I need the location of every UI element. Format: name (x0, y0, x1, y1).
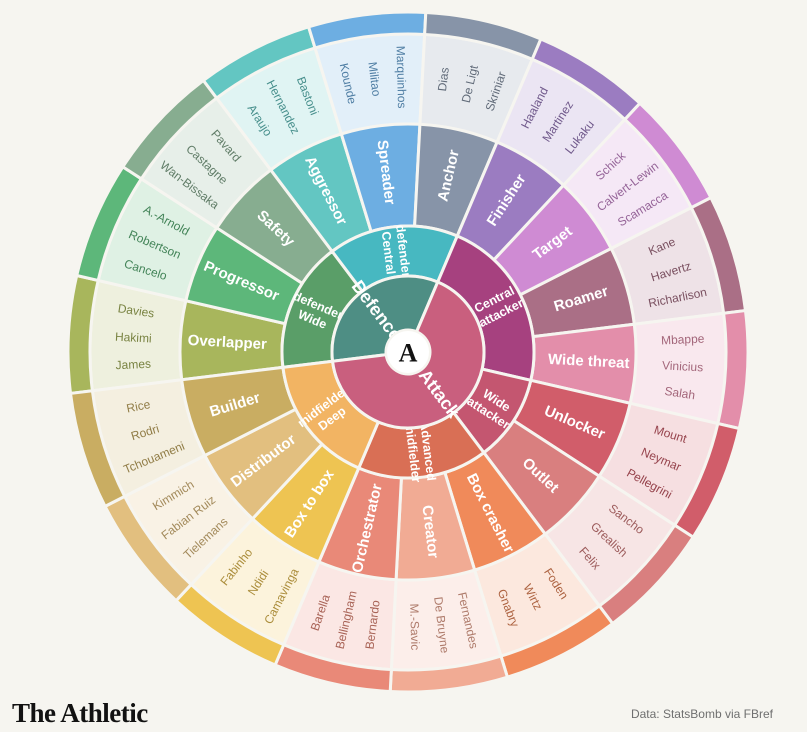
role-label-overlapper: Overlapper (187, 332, 267, 353)
player-name: Vinicius (662, 358, 704, 374)
player-name: De Bruyne (431, 596, 452, 654)
player-name: James (115, 357, 151, 373)
player-name: Rice (125, 397, 152, 416)
player-name: Militao (365, 61, 383, 97)
player-name: M.-Savic (407, 603, 422, 650)
data-source: Data: StatsBomb via FBref (630, 707, 773, 721)
player-name: Bernardo (362, 599, 382, 650)
role-label-creator: Creator (418, 504, 441, 559)
player-name: Hakimi (115, 330, 152, 346)
brand-logo: The Athletic (12, 698, 148, 728)
player-name: Davies (117, 301, 155, 320)
athletic-logo-disc (385, 329, 431, 375)
group-label-central-defender: Central (379, 231, 398, 275)
athletic-logo-icon: A (399, 339, 418, 368)
role-label-wide-threat: Wide threat (548, 351, 630, 372)
player-name: Dias (435, 66, 452, 92)
player-name: Marquinhos (394, 46, 410, 109)
group-label-central-defender: defender (393, 224, 413, 278)
rim-builder (68, 389, 127, 509)
player-name: Salah (664, 384, 696, 402)
player-name: Mbappe (661, 332, 705, 348)
role-wheel: OverlapperJamesHakimiDaviesProgressorCan… (66, 10, 750, 694)
